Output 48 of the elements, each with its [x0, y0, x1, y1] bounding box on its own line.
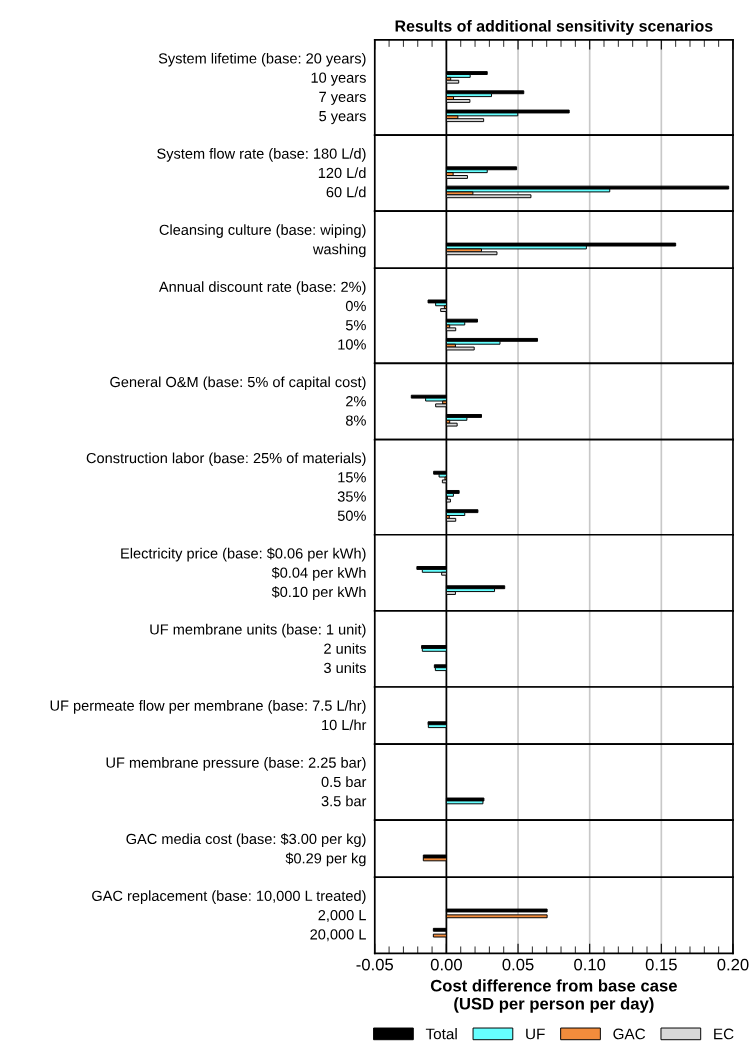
y-tick-label: System lifetime (base: 20 years): [158, 52, 366, 67]
y-tick-label: Cleansing culture (base: wiping): [159, 224, 366, 238]
y-tick-label: Construction labor (base: 25% of materials): [86, 452, 366, 467]
y-tick-label: washing: [312, 243, 366, 258]
y-tick-label: 20,000 L: [310, 929, 366, 942]
y-tick-label: $0.10 per kWh: [271, 586, 366, 600]
y-tick-label: 8%: [345, 415, 366, 426]
chart-title: Results of additional sensitivity scenarios: [395, 19, 713, 35]
y-tick-label: UF permeate flow per membrane (base: 7.5 L/hr): [50, 700, 366, 714]
y-tick-label: 10 years: [311, 72, 366, 86]
y-tick-label: 10 L/hr: [322, 719, 367, 731]
y-tick-label: 5%: [345, 320, 366, 331]
x-tick-label: -0.05: [356, 958, 394, 971]
x-tick-label: 0.10: [574, 958, 606, 971]
y-tick-label: General O&M (base: 5% of capital cost): [110, 376, 366, 391]
legend-label: Total: [425, 1028, 457, 1040]
y-tick-label: 10%: [338, 339, 366, 350]
y-tick-label: 3.5 bar: [321, 795, 367, 807]
y-tick-label: 15%: [338, 472, 366, 483]
x-tick-label: 0.05: [502, 958, 534, 971]
y-tick-label: 7 years: [319, 91, 366, 105]
y-tick-label: 35%: [337, 491, 366, 502]
y-tick-label: UF membrane pressure (base: 2.25 bar): [106, 757, 366, 771]
y-tick-label: $0.29 per kg: [285, 852, 366, 867]
y-tick-label: UF membrane units (base: 1 unit): [150, 623, 366, 638]
x-tick-label: 0.20: [717, 958, 749, 971]
x-axis-title: Cost difference from base case (USD per person per day): [430, 979, 677, 1013]
y-tick-label: 2,000 L: [318, 909, 366, 923]
y-tick-label: 0.5 bar: [321, 776, 367, 788]
y-tick-label: 0%: [345, 300, 366, 312]
y-tick-label: GAC media cost (base: $3.00 per kg): [126, 833, 366, 847]
y-tick-label: Annual discount rate (base: 2%): [158, 281, 366, 295]
legend-label: GAC: [613, 1028, 646, 1040]
y-tick-label: $0.04 per kWh: [271, 566, 366, 581]
legend-label: UF: [526, 1028, 545, 1040]
y-tick-label: 3 units: [324, 662, 366, 674]
y-tick-label: 2%: [346, 396, 366, 407]
y-tick-label: 50%: [337, 510, 366, 521]
y-tick-label: Electricity price (base: $0.06 per kWh): [121, 547, 366, 562]
y-tick-label: 120 L/d: [318, 167, 366, 179]
y-tick-label: 5 years: [319, 111, 366, 125]
y-tick-label: 2 units: [324, 643, 366, 654]
legend-label: EC: [714, 1028, 734, 1040]
y-tick-label: GAC replacement (base: 10,000 L treated): [92, 890, 366, 904]
x-tick-label: 0.15: [645, 958, 677, 971]
x-tick-label: 0.00: [430, 958, 462, 971]
y-tick-label: 60 L/d: [326, 186, 366, 198]
y-tick-label: System flow rate (base: 180 L/d): [157, 148, 366, 162]
